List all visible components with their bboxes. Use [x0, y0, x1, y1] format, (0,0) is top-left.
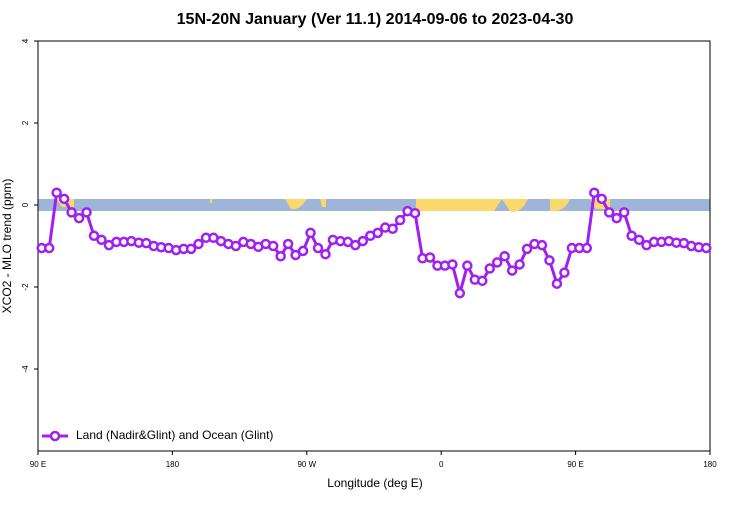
- data-point: [633, 234, 645, 246]
- data-point: [387, 223, 398, 235]
- chart-title: 15N-20N January (Ver 11.1) 2014-09-06 to…: [177, 11, 574, 28]
- data-point: [193, 238, 204, 250]
- data-point: [312, 242, 324, 254]
- data-point: [536, 239, 548, 251]
- data-point: [357, 235, 369, 247]
- data-point: [491, 257, 503, 268]
- data-point: [81, 207, 92, 218]
- data-point: [51, 187, 62, 198]
- data-point: [290, 249, 301, 261]
- data-point: [58, 193, 70, 205]
- data-point: [43, 242, 55, 254]
- data-point: [626, 230, 637, 241]
- surface-band: [38, 199, 710, 212]
- data-point: [230, 240, 242, 252]
- data-point: [559, 267, 570, 278]
- legend-label: Land (Nadir&Glint) and Ocean (Glint): [76, 428, 273, 442]
- data-point: [305, 227, 316, 239]
- data-point: [96, 234, 107, 246]
- data-point: [581, 242, 593, 254]
- data-point: [499, 251, 510, 262]
- y-tick-label: 4: [21, 38, 30, 43]
- y-tick-label: 2: [21, 120, 30, 125]
- data-point: [350, 239, 361, 251]
- data-point: [618, 207, 630, 218]
- data-point: [447, 259, 458, 270]
- data-point: [320, 248, 331, 260]
- x-tick-label: 90 E: [567, 460, 583, 469]
- data-point: [551, 278, 563, 289]
- data-point: [185, 243, 197, 255]
- data-point: [454, 287, 466, 299]
- y-tick-label: -2: [21, 283, 30, 291]
- y-axis-label: XCO2 - MLO trend (ppm): [0, 179, 14, 314]
- data-point: [603, 207, 615, 218]
- y-tick-label: -4: [21, 365, 30, 373]
- data-point: [88, 230, 100, 241]
- x-axis-label: Longitude (deg E): [327, 476, 422, 490]
- data-point: [544, 255, 555, 266]
- data-point: [297, 245, 309, 257]
- data-point: [596, 193, 607, 205]
- y-tick-label: 0: [21, 202, 30, 207]
- data-point: [267, 240, 279, 252]
- data-point: [514, 259, 525, 270]
- x-tick-label: 90 W: [297, 460, 316, 469]
- data-point: [282, 238, 294, 250]
- data-point: [506, 265, 518, 276]
- data-point: [66, 207, 77, 218]
- data-point: [394, 214, 406, 226]
- data-point: [409, 207, 421, 219]
- data-point: [462, 260, 473, 271]
- data-point: [484, 263, 495, 274]
- x-tick-label: 180: [166, 460, 180, 469]
- x-tick-label: 0: [439, 460, 444, 469]
- data-point: [611, 212, 622, 224]
- data-point: [424, 252, 436, 263]
- x-tick-label: 90 E: [30, 460, 46, 469]
- legend-marker: [49, 430, 61, 442]
- data-point: [477, 275, 488, 287]
- data-point: [521, 243, 533, 255]
- data-point: [73, 212, 85, 224]
- data-point: [701, 242, 712, 254]
- data-point: [372, 227, 383, 239]
- x-tick-label: 180: [703, 460, 717, 469]
- data-point: [589, 187, 600, 198]
- data-point: [275, 251, 286, 262]
